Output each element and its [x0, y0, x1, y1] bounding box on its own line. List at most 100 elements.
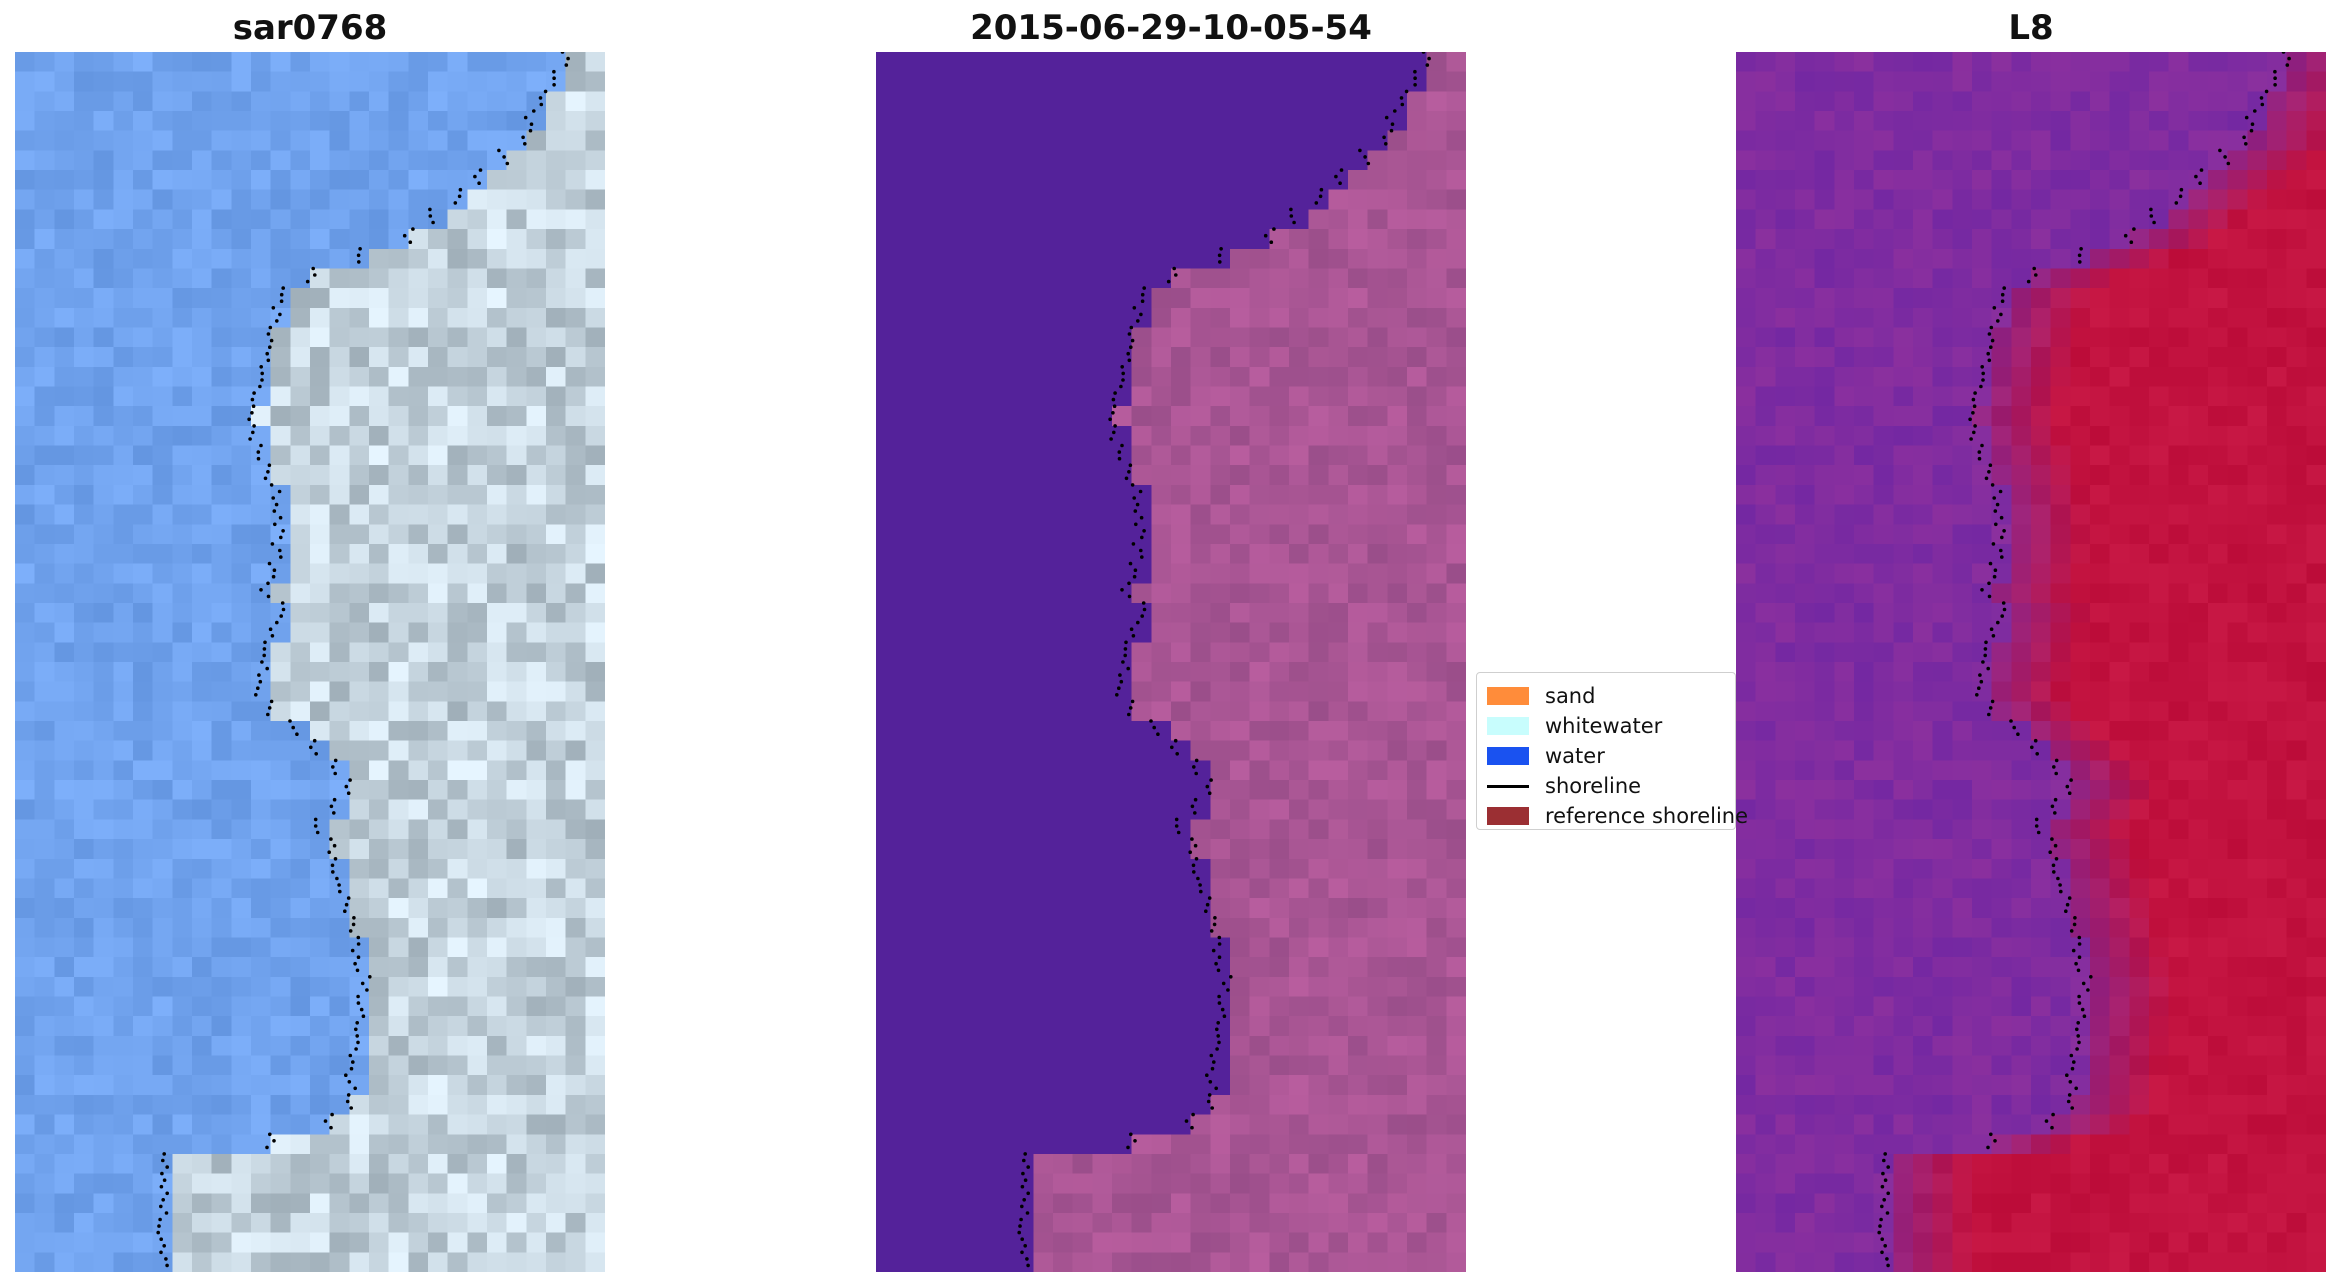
shoreline-point: [358, 247, 362, 251]
shoreline-point: [1978, 673, 1982, 677]
shoreline-point: [2281, 52, 2286, 54]
shoreline-point: [1199, 889, 1203, 894]
shoreline-point: [402, 233, 407, 238]
shoreline-point: [267, 561, 272, 566]
shoreline-point: [1020, 1237, 1024, 1241]
shoreline-point: [260, 660, 264, 664]
shoreline-point: [263, 476, 268, 481]
shoreline-point: [1210, 1106, 1214, 1110]
shoreline-point: [1124, 640, 1128, 645]
shoreline-point: [2242, 135, 2246, 140]
shoreline-point: [1384, 142, 1388, 146]
legend-swatch: [1487, 747, 1529, 765]
shoreline-point: [1990, 483, 1995, 487]
shoreline-point: [2002, 529, 2006, 533]
shoreline-point: [162, 1178, 167, 1182]
shoreline-point: [354, 1027, 358, 1032]
shoreline-point: [552, 83, 556, 87]
shoreline-point: [2054, 758, 2059, 763]
shoreline-point: [1990, 338, 1995, 343]
shoreline-point: [269, 699, 274, 704]
shoreline-point: [1363, 155, 1367, 159]
rgb-image: [15, 52, 605, 1272]
shoreline-point: [1194, 857, 1199, 861]
shoreline-point: [523, 142, 527, 146]
shoreline-point: [529, 122, 534, 126]
legend-label: whitewater: [1545, 714, 1663, 738]
shoreline-point: [332, 811, 336, 815]
rgb-image-panel: [15, 52, 605, 1272]
shoreline-point: [271, 496, 276, 500]
index-image: [1736, 52, 2326, 1272]
shoreline-point: [1209, 778, 1213, 782]
classified-image: [876, 52, 1466, 1272]
shoreline-point: [1989, 627, 1994, 631]
shoreline-point: [266, 470, 270, 474]
legend-swatch: [1487, 717, 1529, 735]
shoreline-point: [1217, 942, 1222, 946]
shoreline-point: [1382, 135, 1386, 140]
shoreline-point: [359, 1007, 364, 1012]
shoreline-point: [1140, 299, 1145, 303]
shoreline-point: [314, 752, 319, 756]
shoreline-point: [1115, 693, 1119, 697]
shoreline-overlay-index: [1877, 52, 2291, 1268]
legend: sand whitewater water shoreline reference sh…: [1476, 672, 1748, 830]
shoreline-point: [1384, 115, 1389, 120]
shoreline-point: [1991, 542, 1996, 546]
shoreline-point: [2065, 784, 2070, 789]
shoreline-point: [2075, 1047, 2079, 1051]
shoreline-point: [1126, 1145, 1130, 1150]
shoreline-point: [2034, 817, 2039, 822]
shoreline-point: [266, 594, 271, 599]
shoreline-point: [2077, 942, 2082, 946]
shoreline-point: [1194, 771, 1198, 776]
shoreline-point: [1425, 63, 1430, 67]
shoreline-point: [1215, 1027, 1219, 1032]
shoreline-point: [2218, 148, 2222, 153]
shoreline-point: [1020, 1184, 1025, 1189]
shoreline-point: [1987, 712, 1991, 717]
shoreline-point: [1129, 627, 1134, 631]
shoreline-point: [1205, 902, 1210, 907]
shoreline-point: [2250, 122, 2255, 126]
shoreline-point: [256, 456, 261, 461]
shoreline-point: [313, 273, 317, 277]
shoreline-point: [162, 1244, 166, 1248]
shoreline-point: [1172, 266, 1176, 271]
shoreline-point: [1192, 765, 1196, 769]
shoreline-point: [1133, 568, 1138, 572]
shoreline-point: [250, 397, 255, 402]
shoreline-point: [1996, 620, 2000, 625]
shoreline-point: [1109, 437, 1113, 441]
shoreline-point: [2069, 1053, 2074, 1058]
shoreline-point: [1212, 922, 1217, 927]
shoreline-point: [1207, 896, 1212, 900]
shoreline-point: [1190, 1125, 1194, 1130]
shoreline-point: [2287, 56, 2291, 61]
shoreline-point: [2033, 738, 2038, 743]
shoreline-point: [552, 76, 556, 80]
shoreline-point: [266, 358, 271, 363]
shoreline-point: [165, 1165, 169, 1169]
shoreline-point: [1120, 365, 1124, 369]
shoreline-point: [355, 1034, 360, 1038]
shoreline-point: [2179, 187, 2184, 192]
shoreline-point: [278, 515, 283, 520]
shoreline-point: [343, 909, 347, 913]
shoreline-point: [560, 52, 565, 54]
shoreline-point: [1132, 496, 1136, 500]
shoreline-point: [280, 601, 285, 605]
shoreline-point: [271, 306, 276, 310]
shoreline-point: [2050, 1125, 2054, 1130]
shoreline-point: [2244, 142, 2248, 146]
shoreline-point: [2152, 220, 2156, 225]
shoreline-point: [1999, 548, 2003, 553]
shoreline-point: [2076, 1034, 2080, 1038]
shoreline-point: [345, 1099, 350, 1104]
shoreline-point: [2065, 1073, 2069, 1077]
legend-label: reference shoreline: [1545, 804, 1749, 828]
shoreline-point: [365, 988, 369, 992]
shoreline-point: [539, 102, 544, 107]
shoreline-point: [260, 371, 264, 376]
